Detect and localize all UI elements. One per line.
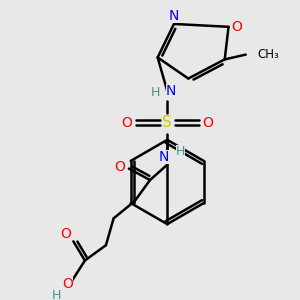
Text: CH₃: CH₃ bbox=[257, 48, 279, 61]
Text: H: H bbox=[151, 86, 160, 99]
Text: O: O bbox=[62, 277, 73, 290]
Text: S: S bbox=[162, 115, 172, 130]
Text: N: N bbox=[158, 150, 169, 164]
Text: O: O bbox=[202, 116, 213, 130]
Text: O: O bbox=[60, 227, 71, 241]
Text: O: O bbox=[231, 20, 242, 34]
Text: O: O bbox=[114, 160, 125, 174]
Text: O: O bbox=[122, 116, 133, 130]
Text: H: H bbox=[176, 145, 185, 158]
Text: H: H bbox=[51, 289, 61, 300]
Text: N: N bbox=[166, 84, 176, 98]
Text: N: N bbox=[169, 9, 179, 23]
